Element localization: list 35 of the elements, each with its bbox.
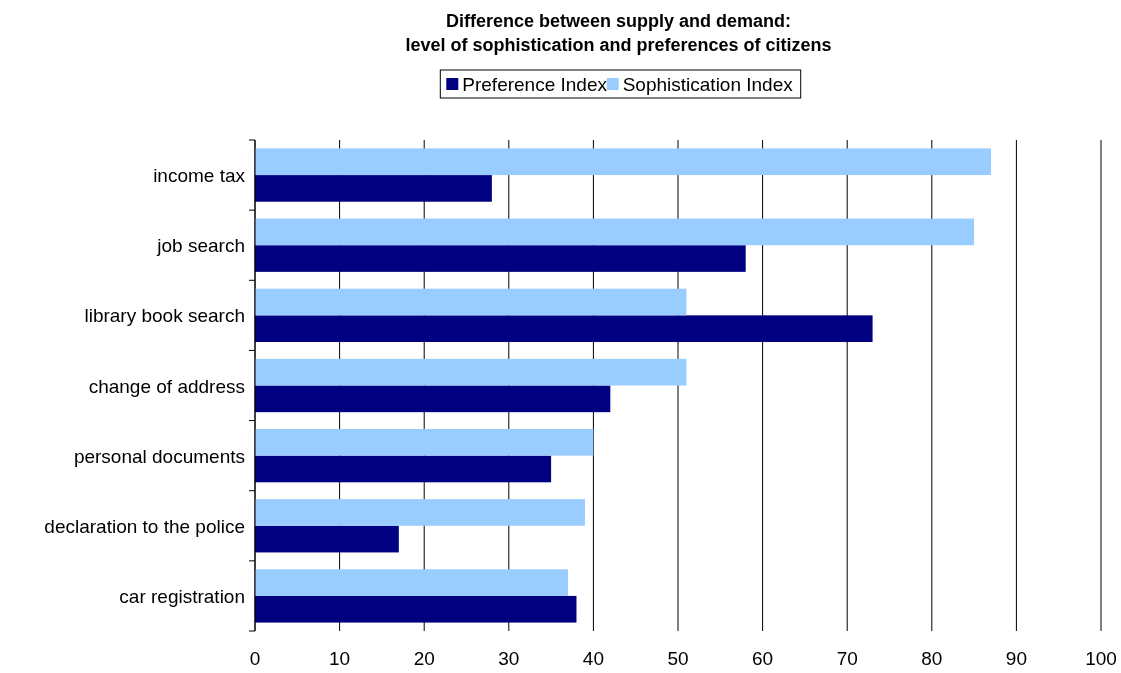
bar	[255, 288, 687, 316]
x-tick-label: 10	[329, 648, 351, 669]
x-tick-label: 30	[498, 648, 520, 669]
bar	[255, 315, 873, 343]
x-tick-label: 60	[752, 648, 774, 669]
legend-label: Sophistication Index	[622, 74, 794, 95]
bar	[255, 148, 992, 176]
bar	[255, 525, 399, 553]
x-tick-label: 50	[667, 648, 689, 669]
x-tick-label: 90	[1005, 648, 1027, 669]
bar	[255, 175, 492, 202]
chart-title: Difference between supply and demand: level of sophistication and preferences of citizens	[405, 11, 832, 55]
y-tick-label: library book search	[84, 305, 245, 327]
bar	[255, 385, 611, 413]
y-tick-label: declaration to the police	[44, 515, 245, 537]
y-tick-label: personal documents	[73, 445, 245, 467]
bar	[255, 595, 577, 623]
x-tick-label: 70	[836, 648, 858, 669]
bar	[255, 499, 585, 526]
bar	[255, 245, 746, 272]
bar	[255, 358, 687, 386]
x-tick-label: 20	[413, 648, 435, 669]
bar	[255, 569, 569, 596]
x-tick-label: 80	[921, 648, 943, 669]
bar	[255, 428, 594, 456]
x-tick-label: 0	[249, 648, 261, 669]
legend-label: Preference Index	[462, 74, 608, 95]
y-tick-label: car registration	[119, 585, 245, 607]
y-tick-label: income tax	[153, 165, 246, 187]
bar	[255, 455, 552, 483]
bar	[255, 218, 975, 246]
x-tick-label: 40	[582, 648, 604, 669]
x-tick-label: 100	[1085, 648, 1117, 669]
y-tick-label: change of address	[88, 375, 245, 397]
y-tick-label: job search	[156, 235, 245, 257]
